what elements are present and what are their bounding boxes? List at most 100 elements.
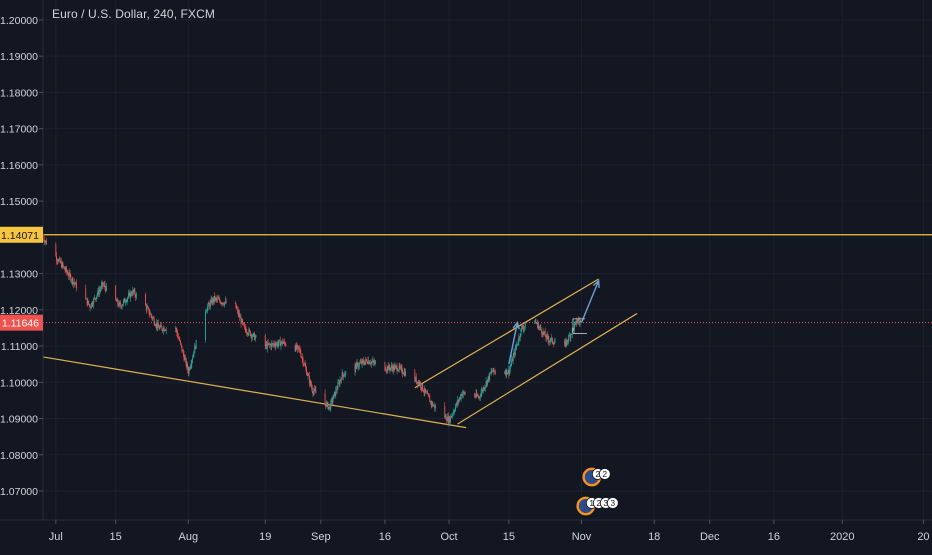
candle-body: [418, 381, 420, 384]
candle-body: [150, 313, 152, 315]
candle-body: [72, 278, 74, 285]
candle-body: [338, 382, 340, 385]
candle-body: [338, 382, 340, 384]
candle-body: [57, 260, 59, 262]
candle-body: [515, 347, 517, 348]
candle-body: [165, 330, 166, 331]
candle-body: [358, 363, 360, 367]
candle-body: [123, 300, 124, 305]
candle-body: [276, 342, 278, 346]
candle-body: [345, 371, 347, 375]
candle-body: [301, 356, 303, 358]
candle-body: [63, 266, 65, 270]
x-axis[interactable]: Jul 15 Aug 19 Sep 16 Oct 15 Nov 18 Dec 16 2020 20: [0, 519, 932, 550]
candle-body: [537, 322, 539, 329]
candle-body: [388, 364, 390, 368]
candle-body: [248, 329, 250, 335]
candle-body: [219, 301, 221, 304]
candle-body: [417, 381, 419, 385]
candle-body: [461, 394, 463, 396]
candle-body: [97, 290, 99, 295]
candle-body: [216, 298, 218, 300]
event-marker-2-badge-label: 1: [589, 498, 594, 508]
candle-body: [364, 361, 366, 365]
candle-body: [299, 348, 301, 353]
projection-arrow-2: [580, 280, 600, 323]
candle-body: [191, 360, 193, 365]
candle-body: [195, 339, 197, 349]
candle-body: [297, 345, 299, 347]
candle-body: [281, 340, 283, 343]
candle-body: [163, 327, 165, 331]
candle-body: [209, 304, 211, 307]
candle-body: [388, 364, 389, 371]
event-markers[interactable]: 2 2 1 2 3 3: [575, 466, 619, 517]
candle-body: [535, 321, 537, 323]
candle-body: [152, 317, 154, 319]
candle-body: [488, 376, 490, 380]
candle-body: [430, 401, 431, 403]
candle-body: [464, 392, 466, 395]
candle-body: [426, 392, 428, 394]
candle-body: [565, 341, 567, 346]
candle-body: [508, 369, 510, 375]
candle-body: [516, 343, 518, 345]
candle-body: [194, 345, 196, 349]
candle-body: [161, 326, 163, 330]
candle-body: [571, 334, 573, 335]
candle-body: [310, 380, 312, 386]
candle-body: [250, 334, 252, 336]
candle-body: [419, 382, 421, 384]
candle-body: [86, 298, 87, 300]
candle-body: [330, 400, 332, 409]
candle-body: [238, 313, 240, 315]
candle-body: [447, 416, 449, 423]
candle-body: [239, 317, 241, 319]
candle-body: [268, 343, 270, 345]
candle-body: [221, 303, 223, 304]
candle-body: [546, 334, 548, 337]
candle-body: [269, 344, 271, 346]
candle-body: [387, 366, 389, 371]
candle-body: [93, 297, 95, 299]
y-tick-label: 1.07000: [0, 486, 38, 498]
candle-body: [240, 317, 242, 324]
y-axis[interactable]: 1.20000 1.19000 1.18000 1.17000 1.16000 1.150…: [0, 0, 44, 520]
candle-body: [326, 402, 328, 404]
candle-body: [539, 326, 541, 328]
candle-body: [363, 360, 365, 364]
candle-body: [368, 360, 369, 364]
candle-body: [46, 240, 48, 245]
candle-body: [452, 414, 454, 416]
candle-body: [494, 371, 496, 372]
candle-body: [370, 361, 372, 364]
candle-body: [540, 326, 542, 330]
candle-body: [145, 294, 147, 306]
x-axis-bg: [0, 520, 932, 550]
candle-body: [187, 363, 189, 370]
candle-body: [544, 331, 546, 337]
candle-body: [61, 263, 63, 268]
candle-body: [490, 371, 492, 374]
candle-body: [267, 342, 269, 345]
candle-body: [55, 244, 57, 256]
candle-body: [374, 362, 376, 364]
candle-body: [209, 301, 211, 307]
candle-body: [489, 372, 491, 374]
candle-body: [459, 396, 461, 400]
candle-body: [241, 319, 243, 324]
candle-body: [401, 367, 403, 373]
candle-body: [570, 334, 572, 339]
candle-body: [548, 339, 550, 342]
candle-body: [553, 343, 555, 345]
candle-body: [271, 343, 273, 348]
candle-body: [119, 302, 121, 305]
candle-body: [95, 298, 97, 300]
candle-body: [425, 391, 427, 393]
candle-body: [509, 366, 511, 370]
candle-body: [365, 359, 367, 361]
